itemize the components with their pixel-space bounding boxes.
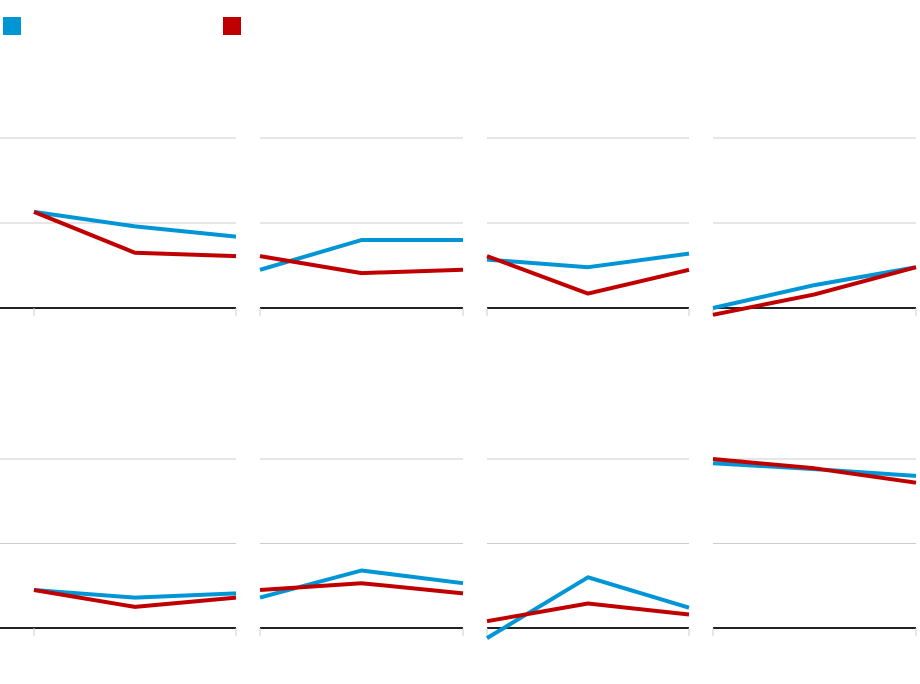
series-a-line [486,251,690,270]
panel-6 [259,458,464,636]
series-a-line [485,575,690,640]
panel-8 [712,457,917,636]
panel-1 [0,137,237,316]
series-b-line [33,588,237,609]
panel-3 [486,137,690,316]
legend [0,0,920,40]
panel-7 [485,458,690,640]
series-b-line [486,254,690,296]
legend-item-series-a [3,16,27,36]
panel-5 [0,458,237,636]
legend-swatch-series-b [223,17,241,35]
panel-4 [712,137,917,317]
series-a-line [712,265,917,310]
series-a-line [33,588,237,600]
series-b-line [259,581,464,596]
legend-item-series-b [223,16,247,36]
series-b-line [33,210,237,259]
series-a-line [259,238,463,272]
legend-swatch-series-a [3,17,21,35]
series-b-line [712,265,917,317]
series-a-line [33,209,237,239]
series-b-line [712,457,917,485]
series-b-line [259,254,464,276]
series-b-line [486,601,690,624]
panel-2 [259,137,464,316]
